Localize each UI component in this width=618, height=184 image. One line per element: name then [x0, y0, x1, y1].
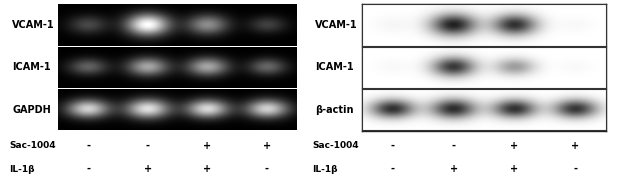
Text: +: + — [203, 164, 211, 174]
Text: GAPDH: GAPDH — [12, 105, 51, 115]
Text: -: - — [574, 164, 577, 174]
Text: +: + — [263, 141, 271, 151]
Text: +: + — [510, 141, 519, 151]
Text: -: - — [265, 164, 269, 174]
Text: Sac-1004: Sac-1004 — [9, 141, 56, 150]
Text: IL-1β: IL-1β — [312, 164, 337, 174]
Text: ICAM-1: ICAM-1 — [315, 62, 353, 72]
Text: -: - — [87, 164, 90, 174]
Text: +: + — [449, 164, 458, 174]
Text: +: + — [144, 164, 152, 174]
Text: +: + — [510, 164, 519, 174]
Text: Sac-1004: Sac-1004 — [312, 141, 358, 150]
Text: VCAM-1: VCAM-1 — [315, 20, 358, 30]
Text: -: - — [87, 141, 90, 151]
Text: ICAM-1: ICAM-1 — [12, 62, 51, 72]
Text: -: - — [391, 141, 395, 151]
Text: -: - — [391, 164, 395, 174]
Text: -: - — [146, 141, 150, 151]
Text: VCAM-1: VCAM-1 — [12, 20, 55, 30]
Text: -: - — [452, 141, 455, 151]
Text: β-actin: β-actin — [315, 105, 353, 115]
Text: IL-1β: IL-1β — [9, 164, 35, 174]
Text: +: + — [571, 141, 579, 151]
Text: +: + — [203, 141, 211, 151]
